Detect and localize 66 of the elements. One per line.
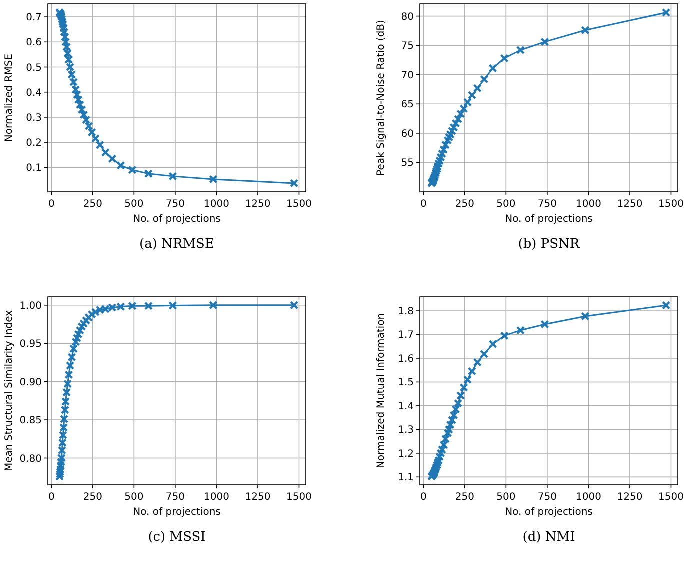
x-tick-label: 1500: [658, 199, 684, 210]
x-tick-label: 500: [496, 199, 516, 210]
y-tick-label: 0.90: [20, 377, 42, 388]
x-tick-label: 250: [83, 199, 102, 210]
text: (b) PSNR: [518, 237, 581, 252]
y-axis-title: Peak Signal-to-Noise Ratio (dB): [376, 20, 387, 176]
y-tick-label: 0.3: [26, 112, 42, 124]
x-axis-title: No. of projections: [133, 214, 221, 225]
y-tick-label: 70: [401, 70, 414, 82]
x-tick-label: 1250: [245, 492, 271, 503]
y-tick-label: 80: [401, 12, 414, 23]
x-tick-label: 1500: [286, 492, 312, 503]
x-axis-title: No. of projections: [505, 214, 593, 225]
x-axis-title: No. of projections: [133, 507, 221, 518]
x-tick-label: 1000: [576, 492, 602, 503]
x-tick-label: 500: [496, 492, 516, 503]
x-tick-label: 1000: [204, 199, 230, 210]
y-tick-label: 1.00: [20, 300, 42, 312]
y-tick-label: 0.5: [26, 62, 42, 74]
y-tick-label: 0.80: [20, 454, 42, 465]
y-tick-label: 1.2: [398, 448, 414, 460]
x-tick-label: 500: [124, 199, 144, 210]
y-tick-label: 1.7: [398, 330, 414, 342]
y-axis-title: Normalized Mutual Information: [376, 313, 387, 469]
y-tick-label: 0.2: [26, 138, 42, 150]
y-tick-label: 1.6: [398, 354, 414, 365]
y-tick-label: 55: [401, 158, 414, 170]
x-tick-label: 0: [420, 199, 427, 210]
y-tick-label: 0.1: [26, 163, 42, 174]
x-tick-label: 750: [538, 492, 557, 503]
y-axis-title: Normalized RMSE: [4, 54, 15, 142]
x-tick-label: 750: [166, 492, 185, 503]
x-tick-label: 1250: [617, 199, 643, 210]
y-tick-label: 75: [401, 41, 414, 52]
x-tick-label: 1250: [617, 492, 643, 503]
y-tick-label: 65: [401, 100, 414, 111]
y-tick-label: 1.4: [398, 401, 414, 412]
x-tick-label: 0: [48, 199, 55, 210]
x-axis-title: No. of projections: [505, 507, 593, 518]
y-tick-label: 0.95: [20, 339, 42, 350]
y-tick-label: 60: [401, 128, 414, 140]
x-tick-label: 1000: [204, 492, 230, 503]
x-tick-label: 250: [83, 492, 102, 503]
y-tick-label: 1.8: [398, 306, 414, 318]
y-tick-label: 0.85: [20, 416, 42, 427]
y-tick-label: 0.6: [26, 38, 42, 49]
text: (a) NRMSE: [140, 237, 214, 252]
x-tick-label: 0: [48, 492, 55, 503]
x-tick-label: 1000: [576, 199, 602, 210]
x-tick-label: 250: [455, 492, 474, 503]
x-tick-label: 500: [124, 492, 144, 503]
y-tick-label: 1.3: [398, 425, 414, 436]
x-tick-label: 750: [166, 199, 185, 210]
x-tick-label: 1500: [658, 492, 684, 503]
y-tick-label: 1.1: [398, 472, 414, 484]
x-tick-label: 750: [538, 199, 557, 210]
y-tick-label: 0.7: [26, 12, 42, 24]
x-tick-label: 1500: [286, 199, 312, 210]
y-tick-label: 1.5: [398, 378, 414, 389]
x-tick-label: 1250: [245, 199, 271, 210]
y-axis-title: Mean Structural Similarity Index: [4, 310, 15, 472]
y-tick-label: 0.4: [26, 88, 42, 99]
text: (d) NMI: [522, 530, 576, 545]
text: (c) MSSI: [148, 530, 206, 545]
x-tick-label: 0: [420, 492, 427, 503]
x-tick-label: 250: [455, 199, 474, 210]
